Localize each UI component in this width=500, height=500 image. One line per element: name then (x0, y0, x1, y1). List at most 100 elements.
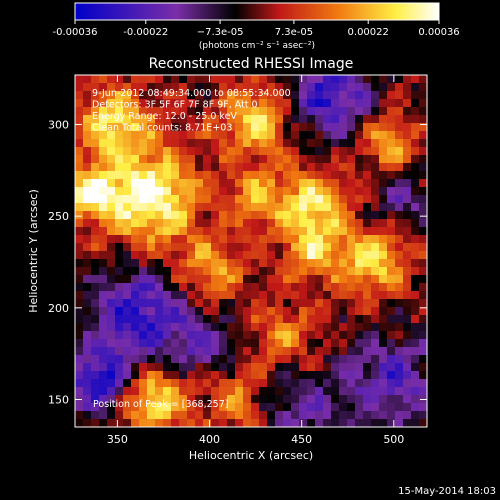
heatmap-cell (387, 139, 396, 148)
heatmap-cell (75, 315, 84, 324)
heatmap-cell (363, 123, 372, 132)
heatmap-cell (387, 275, 396, 284)
heatmap-cell (171, 203, 180, 212)
heatmap-cell (347, 203, 356, 212)
heatmap-cell (139, 107, 148, 116)
heatmap-cell (187, 147, 196, 156)
heatmap-cell (179, 203, 188, 212)
heatmap-cell (243, 259, 252, 268)
heatmap-cell (355, 219, 364, 228)
heatmap-cell (283, 91, 292, 100)
heatmap-cell (307, 195, 316, 204)
heatmap-cell (403, 155, 412, 164)
heatmap-cell (411, 267, 420, 276)
heatmap-cell (187, 203, 196, 212)
heatmap-cell (115, 163, 124, 172)
heatmap-cell (147, 275, 156, 284)
heatmap-cell (403, 395, 412, 404)
annotation-line: Clean Total counts: 8.71E+03 (92, 123, 232, 134)
heatmap-cell (275, 355, 284, 364)
heatmap-cell (275, 155, 284, 164)
heatmap-cell (147, 299, 156, 308)
heatmap-cell (195, 275, 204, 284)
heatmap-cell (355, 75, 364, 84)
chart-title: Reconstructed RHESSI Image (149, 56, 354, 72)
heatmap-cell (299, 203, 308, 212)
heatmap-cell (75, 267, 84, 276)
heatmap-cell (83, 315, 92, 324)
heatmap-cell (219, 235, 228, 244)
heatmap-cell (355, 347, 364, 356)
heatmap-cell (155, 203, 164, 212)
heatmap-cell (419, 323, 427, 332)
heatmap-cell (147, 147, 156, 156)
heatmap-cell (139, 419, 148, 427)
heatmap-cell (179, 315, 188, 324)
heatmap-cell (91, 155, 100, 164)
heatmap-cell (99, 139, 108, 148)
heatmap-cell (211, 379, 220, 388)
heatmap-cell (299, 171, 308, 180)
heatmap-cell (227, 347, 236, 356)
heatmap-cell (139, 275, 148, 284)
heatmap-cell (75, 131, 84, 140)
heatmap-cell (91, 395, 100, 404)
heatmap-cell (195, 307, 204, 316)
heatmap-cell (355, 131, 364, 140)
heatmap-cell (219, 99, 228, 108)
heatmap-cell (411, 147, 420, 156)
heatmap-cell (131, 227, 140, 236)
x-tick-label: 500 (383, 433, 404, 446)
heatmap-cell (403, 347, 412, 356)
heatmap-cell (203, 147, 212, 156)
heatmap-cell (115, 275, 124, 284)
heatmap-cell (211, 339, 220, 348)
heatmap-cell (219, 307, 228, 316)
heatmap-cell (411, 363, 420, 372)
heatmap-cell (235, 363, 244, 372)
heatmap-cell (259, 99, 268, 108)
heatmap-cell (251, 211, 260, 220)
heatmap-cell (179, 251, 188, 260)
heatmap-cell (259, 123, 268, 132)
heatmap-cell (115, 355, 124, 364)
heatmap-cell (91, 387, 100, 396)
heatmap-cell (315, 163, 324, 172)
heatmap-cell (347, 123, 356, 132)
heatmap-cell (179, 371, 188, 380)
heatmap-cell (363, 155, 372, 164)
heatmap-cell (203, 211, 212, 220)
heatmap-cell (363, 355, 372, 364)
heatmap-cell (251, 243, 260, 252)
heatmap-cell (355, 163, 364, 172)
heatmap-cell (411, 131, 420, 140)
heatmap-cell (75, 211, 84, 220)
annotation-block: 9-Jun-2012 08:49:34.000 to 08:55:34.000D… (92, 88, 291, 134)
heatmap-cell (315, 75, 324, 84)
heatmap-cell (395, 163, 404, 172)
heatmap-cell (243, 107, 252, 116)
heatmap-cell (251, 379, 260, 388)
heatmap-cell (179, 75, 188, 84)
heatmap-cell (387, 403, 396, 412)
heatmap-cell (243, 315, 252, 324)
heatmap-cell (99, 123, 108, 132)
heatmap-cell (403, 275, 412, 284)
heatmap-cell (363, 315, 372, 324)
heatmap-cell (171, 403, 180, 412)
heatmap-cell (363, 339, 372, 348)
heatmap-cell (395, 267, 404, 276)
heatmap-cell (139, 235, 148, 244)
heatmap-cell (83, 211, 92, 220)
heatmap-cell (307, 75, 316, 84)
heatmap-cell (219, 251, 228, 260)
heatmap-cell (131, 387, 140, 396)
heatmap-cell (355, 291, 364, 300)
heatmap-cell (331, 371, 340, 380)
heatmap-cell (179, 211, 188, 220)
heatmap-cell (123, 75, 132, 84)
heatmap-cell (219, 179, 228, 188)
heatmap-cell (203, 403, 212, 412)
heatmap-cell (291, 411, 300, 420)
heatmap-cell (347, 387, 356, 396)
